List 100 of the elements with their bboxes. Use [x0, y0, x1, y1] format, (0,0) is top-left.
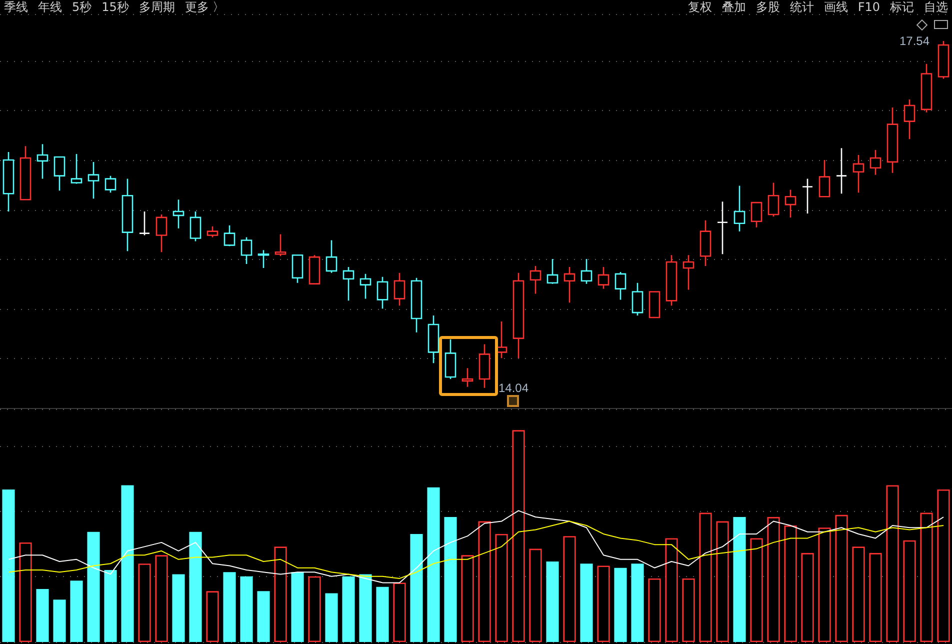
bar	[376, 586, 389, 642]
candlestick	[852, 154, 864, 194]
bar	[155, 555, 168, 642]
text: 自选	[924, 0, 948, 14]
candlestick	[938, 40, 950, 80]
candlestick	[138, 210, 150, 236]
candlestick	[224, 224, 236, 247]
bar	[699, 512, 712, 642]
bar	[359, 574, 372, 642]
candlestick	[326, 240, 338, 274]
candlestick	[274, 234, 286, 257]
candlestick	[512, 272, 524, 359]
candlestick	[564, 266, 576, 304]
bar	[36, 589, 49, 642]
candlestick	[666, 254, 678, 306]
candlestick	[580, 258, 592, 284]
candlestick	[342, 266, 354, 302]
text: 更多 〉	[184, 0, 225, 14]
candlestick	[122, 178, 134, 252]
candlestick	[784, 189, 796, 218]
bar	[240, 576, 253, 642]
bar	[172, 574, 185, 642]
bar	[478, 521, 491, 642]
candlestick	[394, 272, 406, 306]
candlestick	[104, 175, 116, 194]
candlestick	[836, 147, 848, 194]
bar	[461, 555, 474, 642]
text: 季线	[4, 0, 28, 14]
text: 统计	[790, 0, 814, 14]
bar	[189, 532, 202, 642]
bar	[614, 568, 627, 642]
text: 15秒	[102, 0, 129, 14]
candlestick	[36, 143, 48, 180]
bar	[223, 572, 236, 642]
candlestick	[496, 320, 508, 359]
bar	[410, 534, 423, 642]
bar	[291, 572, 304, 642]
bar	[70, 580, 83, 642]
bar	[444, 517, 457, 642]
bar	[631, 564, 644, 642]
bar	[580, 564, 593, 642]
candlestick	[376, 276, 388, 310]
bar	[104, 570, 117, 642]
bar	[563, 536, 576, 642]
annotation: 17.54	[899, 34, 930, 48]
text: 标记	[890, 0, 914, 14]
candlestick	[802, 178, 814, 214]
text: 画线	[824, 0, 848, 14]
bar	[53, 600, 66, 642]
candlestick	[54, 156, 66, 192]
bar	[665, 538, 678, 642]
bar	[716, 521, 729, 642]
candlestick	[700, 220, 712, 267]
bar	[750, 538, 763, 642]
bar	[818, 528, 831, 642]
candlestick	[682, 254, 694, 290]
bar	[206, 591, 219, 642]
text: 多股	[756, 0, 780, 14]
candlestick	[428, 314, 440, 364]
candlestick	[546, 258, 558, 284]
bar	[546, 562, 559, 642]
candlestick	[734, 185, 746, 232]
candlestick	[20, 145, 32, 200]
bar	[342, 576, 355, 642]
bar	[886, 485, 899, 642]
candlestick	[614, 271, 626, 300]
candlestick	[632, 282, 644, 316]
candlestick	[750, 202, 762, 228]
candlestick	[462, 367, 474, 388]
bar	[852, 546, 865, 642]
candlestick	[2, 151, 14, 212]
text: 叠加	[722, 0, 746, 14]
candlestick	[444, 338, 456, 380]
bar	[682, 578, 695, 642]
bar	[87, 532, 100, 642]
candlestick	[240, 236, 252, 265]
bar	[257, 591, 270, 642]
text: 复权	[688, 0, 712, 14]
candlestick	[530, 265, 542, 294]
candlestick	[292, 254, 304, 284]
candlestick	[190, 210, 202, 242]
bar	[19, 542, 32, 642]
bar	[869, 553, 882, 642]
bar	[903, 540, 916, 642]
candlestick	[886, 106, 898, 174]
candlestick	[156, 214, 168, 253]
bar	[308, 576, 321, 642]
bar	[937, 489, 950, 642]
candlestick	[172, 198, 184, 229]
candlestick	[648, 291, 660, 318]
bar	[121, 485, 134, 642]
bar	[2, 489, 15, 642]
candlestick	[360, 273, 372, 300]
candlestick	[206, 226, 218, 238]
candlestick	[904, 98, 916, 140]
candlestick	[410, 277, 422, 334]
bar	[529, 548, 542, 642]
candlestick	[768, 182, 780, 218]
bar	[920, 512, 933, 642]
bar	[801, 553, 814, 642]
